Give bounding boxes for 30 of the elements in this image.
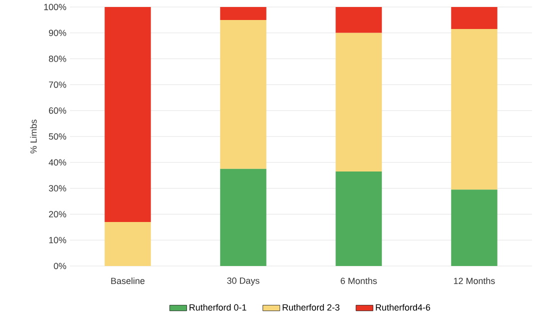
bar <box>451 6 498 30</box>
legend-label: Rutherford 2-3 <box>282 304 340 311</box>
y-tick-label: 20% <box>48 211 66 218</box>
y-tick-label: 60% <box>48 107 66 114</box>
y-tick-label: 0% <box>54 262 66 270</box>
bar <box>220 6 266 20</box>
bar <box>104 6 151 222</box>
y-axis-title: % Limbs <box>30 120 37 154</box>
bar <box>336 32 382 172</box>
x-tick-label: 30 Days <box>227 277 260 286</box>
x-tick-label: 12 Months <box>454 277 495 284</box>
x-tick-label: Baseline <box>111 277 145 284</box>
legend-label: Rutherford 0-1 <box>190 304 246 311</box>
y-tick-label: 70% <box>48 82 66 88</box>
bar <box>451 190 498 266</box>
y-tick-label: 30% <box>48 185 66 192</box>
y-tick-label: 80% <box>48 56 66 62</box>
bar <box>220 20 266 169</box>
legend-label: Rutherford4-6 <box>376 304 430 311</box>
bar <box>336 171 382 266</box>
bar <box>220 168 266 266</box>
y-tick-label: 40% <box>48 159 66 166</box>
bar <box>336 6 382 33</box>
y-tick-label: 10% <box>49 236 66 244</box>
x-tick-label: 6 Months <box>340 277 377 284</box>
y-tick-label: 90% <box>48 30 66 36</box>
y-tick-label: 100% <box>44 4 66 10</box>
bar <box>104 222 151 266</box>
y-tick-label: 50% <box>48 133 66 140</box>
bar <box>451 29 498 190</box>
